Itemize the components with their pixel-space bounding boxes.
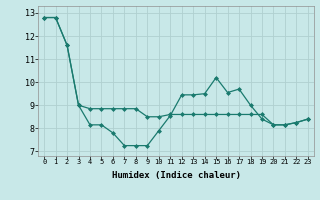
X-axis label: Humidex (Indice chaleur): Humidex (Indice chaleur) [111,171,241,180]
